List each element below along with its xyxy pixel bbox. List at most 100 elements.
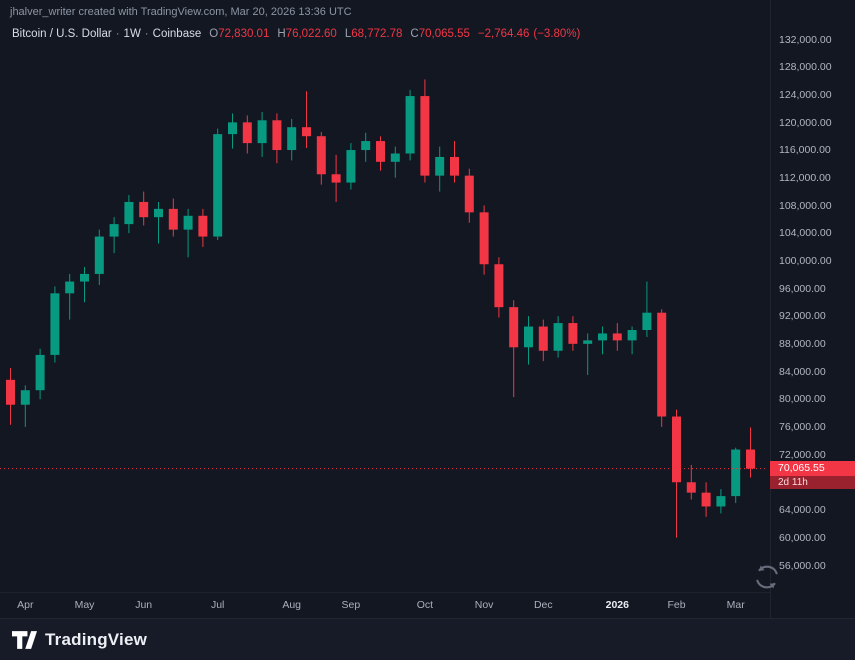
separator-dot: · (115, 28, 120, 40)
time-axis-label-May: May (74, 599, 95, 611)
candle (302, 91, 311, 148)
price-axis-label: 132,000.00 (779, 33, 832, 46)
high-letter: H (277, 28, 286, 40)
candle (65, 273, 75, 320)
candle (228, 113, 237, 149)
candle (213, 128, 223, 241)
price-axis-label: 72,000.00 (779, 448, 826, 461)
candle (50, 286, 60, 363)
price-change: −2,764.46 (477, 28, 530, 40)
candle (494, 257, 504, 318)
candle (627, 326, 637, 355)
time-axis-label-Dec: Dec (533, 599, 553, 611)
candle (154, 201, 163, 244)
last-price-value: 70,065.55 (770, 461, 855, 477)
candle (420, 79, 430, 183)
candle (716, 489, 726, 514)
price-axis-label: 116,000.00 (779, 144, 831, 157)
time-axis-label-Oct: Oct (416, 599, 434, 611)
candle (642, 281, 652, 337)
price-axis-label: 120,000.00 (779, 116, 832, 129)
candle (198, 208, 208, 247)
price-axis-label: 128,000.00 (779, 61, 832, 74)
time-axis-label-Nov: Nov (474, 599, 494, 611)
price-axis-label: 76,000.00 (779, 421, 826, 434)
low-letter: L (344, 28, 352, 40)
close-value: 70,065.55 (418, 28, 470, 40)
price-axis-label: 124,000.00 (779, 88, 832, 101)
close-letter: C (410, 28, 419, 40)
price-axis-label: 92,000.00 (779, 310, 826, 323)
time-axis-label-2026: 2026 (605, 599, 629, 611)
candle (464, 168, 474, 223)
candle (553, 316, 563, 358)
candle (405, 89, 415, 161)
price-axis-label: 100,000.00 (779, 254, 832, 267)
candle (20, 385, 30, 427)
candle (361, 132, 371, 162)
open-letter: O (209, 28, 219, 40)
time-axis-label-Feb: Feb (667, 599, 686, 611)
chart-legend: Bitcoin / U.S. Dollar · 1W · Coinbase O72,830… (12, 28, 580, 40)
candle (612, 323, 622, 351)
candle (94, 229, 104, 286)
candle (80, 267, 89, 303)
attribution-text: jhalver_writer created with TradingView.… (10, 6, 352, 18)
candle (272, 113, 282, 164)
price-axis-label: 84,000.00 (779, 365, 826, 378)
time-axis-label-Jul: Jul (210, 599, 225, 611)
candle (183, 208, 193, 258)
separator-dot: · (144, 28, 149, 40)
price-axis-label: 108,000.00 (779, 199, 832, 212)
price-change-pct: (−3.80%) (533, 28, 581, 40)
candle (509, 300, 519, 398)
time-axis-label-Mar: Mar (726, 599, 745, 611)
candle (435, 146, 445, 192)
candle (331, 154, 341, 202)
candle (524, 316, 533, 365)
candle (598, 326, 607, 355)
footer-bar: TradingView (0, 618, 855, 660)
candle (686, 464, 696, 500)
exchange-label: Coinbase (152, 28, 202, 40)
candle (657, 309, 667, 427)
candle (109, 217, 119, 254)
price-axis-label: 64,000.00 (779, 504, 826, 517)
time-axis-label-Apr: Apr (17, 599, 34, 611)
price-chart-canvas[interactable] (0, 0, 855, 618)
candle (672, 409, 681, 538)
candle (168, 198, 178, 237)
candle (124, 195, 134, 234)
candle (139, 191, 149, 226)
candle (287, 118, 297, 161)
candle (479, 205, 489, 275)
price-axis-label: 104,000.00 (779, 227, 832, 240)
symbol-name[interactable]: Bitcoin / U.S. Dollar (12, 28, 112, 40)
tradingview-logo-icon[interactable] (12, 630, 37, 649)
candle (538, 319, 548, 362)
candle (701, 482, 711, 517)
candle (450, 141, 459, 183)
time-axis-label-Jun: Jun (135, 599, 153, 611)
time-axis-label-Aug: Aug (282, 599, 302, 611)
price-axis-label: 56,000.00 (779, 559, 826, 572)
time-axis[interactable]: Apr May Jun Jul Aug Sep Oct Nov Dec 2026 Feb Mar (0, 592, 770, 619)
candle (6, 368, 15, 425)
price-axis-label: 96,000.00 (779, 282, 826, 295)
candle (316, 132, 326, 185)
candle (568, 316, 578, 351)
refresh-icon[interactable] (751, 561, 783, 593)
candle (346, 143, 356, 190)
candle (746, 427, 755, 478)
last-price-tag: 70,065.55 2d 11h (770, 461, 855, 490)
high-value: 76,022.60 (285, 28, 337, 40)
interval-label[interactable]: 1W (123, 28, 141, 40)
tradingview-brand[interactable]: TradingView (45, 629, 148, 649)
price-axis[interactable]: 132,000.00 128,000.00 124,000.00 120,000.00… (770, 0, 855, 618)
candle (257, 111, 267, 157)
candle (583, 333, 593, 375)
price-axis-label: 88,000.00 (779, 338, 826, 351)
open-value: 72,830.01 (218, 28, 270, 40)
price-axis-label: 60,000.00 (779, 531, 826, 544)
